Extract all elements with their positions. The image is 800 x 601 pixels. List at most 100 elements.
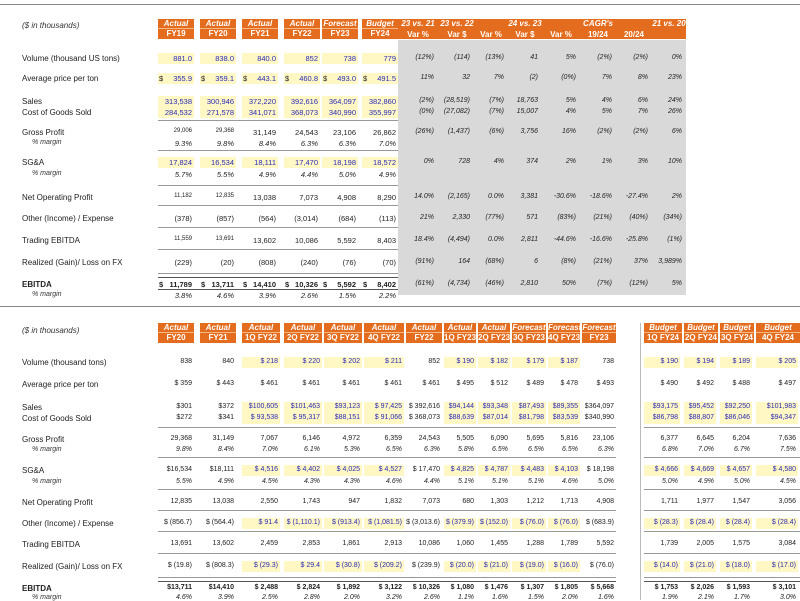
value-cell: 29,368 bbox=[170, 435, 192, 442]
value-cell: 13,711 bbox=[211, 280, 234, 289]
value-cell: 5.3% bbox=[344, 446, 360, 453]
value-cell: 4.3% bbox=[344, 478, 360, 485]
header-bottom: FY21 bbox=[200, 332, 236, 342]
input-cell-bg bbox=[444, 357, 476, 368]
variance-cell: (27,082) bbox=[443, 108, 470, 115]
header-bottom: 4Q FY24 bbox=[756, 332, 800, 342]
input-cell-bg bbox=[242, 53, 278, 64]
value-cell: $ 4,483 bbox=[520, 466, 544, 473]
value-cell: 5,592 bbox=[596, 540, 614, 547]
input-cell-bg bbox=[644, 357, 680, 368]
value-cell: 2.6% bbox=[424, 594, 440, 601]
value-cell: (3,014) bbox=[294, 214, 318, 223]
header-top: Budget bbox=[723, 323, 751, 332]
row-separator bbox=[158, 427, 616, 428]
value-cell: $ 4,787 bbox=[484, 466, 508, 473]
value-cell: $ (20.0) bbox=[449, 562, 474, 569]
total-line bbox=[158, 277, 398, 278]
header-top: Actual bbox=[289, 19, 315, 28]
variance-cell: -18.6% bbox=[589, 193, 612, 200]
header-top: Forecast bbox=[512, 323, 546, 332]
header-bottom: 4Q FY23 bbox=[548, 332, 581, 342]
value-cell: $ 1,805 bbox=[554, 584, 578, 591]
variance-cell: (68%) bbox=[485, 258, 504, 265]
budget-cell: $88,807 bbox=[688, 414, 714, 421]
variance-cell: 3,756 bbox=[520, 128, 538, 135]
var-header-top-1: 23 vs. 22 bbox=[440, 19, 474, 28]
value-cell: 8,402 bbox=[377, 280, 396, 289]
variance-cell: 3,381 bbox=[520, 193, 538, 200]
value-cell: 852 bbox=[428, 358, 440, 365]
variance-cell: (2,165) bbox=[447, 193, 470, 200]
input-cell-bg bbox=[322, 73, 358, 84]
value-cell: $ 461 bbox=[422, 380, 440, 387]
var-header-bar bbox=[398, 19, 686, 39]
budget-cell: 1,977 bbox=[696, 498, 714, 505]
var-header-bottom-4: Var % bbox=[550, 30, 572, 39]
value-cell: 838 bbox=[180, 358, 192, 365]
value-cell: $16,534 bbox=[166, 466, 192, 473]
currency-sign: $ bbox=[159, 74, 164, 83]
input-cell-bg bbox=[242, 518, 280, 529]
input-cell-bg bbox=[684, 561, 716, 572]
budget-cell: $95,452 bbox=[688, 403, 714, 410]
variance-cell: 2,811 bbox=[521, 236, 538, 243]
variance-cell: 6% bbox=[637, 97, 648, 104]
var-header-top-7: 21 vs. 20 bbox=[652, 19, 686, 28]
value-cell: $ 5,668 bbox=[590, 584, 614, 591]
input-cell-bg bbox=[548, 402, 580, 413]
value-cell: 13,691 bbox=[170, 540, 192, 547]
budget-cell: $ (28.4) bbox=[771, 519, 796, 526]
input-cell-bg bbox=[644, 465, 680, 476]
header-bottom: 3Q FY24 bbox=[720, 332, 754, 342]
currency-sign: $ bbox=[201, 280, 206, 289]
value-cell: $ (3,013.6) bbox=[406, 519, 440, 526]
header-top: Budget bbox=[764, 323, 792, 332]
value-cell: 341,071 bbox=[248, 108, 276, 117]
value-cell: 5,505 bbox=[456, 435, 474, 442]
variance-cell: 7% bbox=[601, 74, 612, 81]
value-cell: $ (19.0) bbox=[519, 562, 544, 569]
value-cell: 4,972 bbox=[342, 435, 360, 442]
header-top: Actual bbox=[411, 323, 437, 332]
row-separator bbox=[158, 205, 398, 206]
input-cell-bg bbox=[512, 561, 546, 572]
budget-cell: $ (17.0) bbox=[771, 562, 796, 569]
value-cell: 6.3% bbox=[424, 446, 440, 453]
header-bottom: FY19 bbox=[158, 28, 194, 38]
header-top: Actual bbox=[371, 323, 397, 332]
budget-header-col-2: Budget 3Q FY24 bbox=[720, 323, 754, 343]
bottom-header-col-1: Actual FY21 bbox=[200, 323, 236, 343]
value-cell: 5,592 bbox=[337, 236, 356, 245]
value-cell: 947 bbox=[348, 498, 360, 505]
value-cell: $ 4,402 bbox=[296, 466, 320, 473]
input-cell-bg bbox=[364, 518, 404, 529]
value-cell: $272 bbox=[176, 414, 192, 421]
value-cell: $ 443 bbox=[216, 380, 234, 387]
value-cell: 840 bbox=[222, 358, 234, 365]
value-cell: $ 95,317 bbox=[292, 414, 320, 421]
budget-cell: 6.8% bbox=[662, 446, 678, 453]
value-cell: 31,149 bbox=[212, 435, 234, 442]
input-cell-bg bbox=[444, 561, 476, 572]
variance-cell: (28,519) bbox=[443, 97, 470, 104]
variance-cell: (2%) bbox=[597, 54, 612, 61]
currency-sign: $ bbox=[323, 74, 328, 83]
variance-cell: (7%) bbox=[597, 280, 612, 287]
bottom-header-col-2: Actual 1Q FY22 bbox=[242, 323, 280, 343]
header-top: Actual bbox=[290, 323, 316, 332]
input-cell-bg bbox=[512, 465, 546, 476]
budget-header-col-3: Budget 4Q FY24 bbox=[756, 323, 800, 343]
value-cell: $88,639 bbox=[448, 414, 474, 421]
row-label: % margin bbox=[32, 594, 62, 601]
row-label: Sales bbox=[22, 97, 43, 106]
input-cell-bg bbox=[158, 53, 194, 64]
value-cell: 340,990 bbox=[328, 108, 356, 117]
variance-cell: 37% bbox=[633, 258, 648, 265]
input-cell-bg bbox=[478, 402, 510, 413]
budget-cell: $ (18.0) bbox=[725, 562, 750, 569]
input-cell-bg bbox=[362, 53, 398, 64]
input-cell-bg bbox=[478, 561, 510, 572]
row-label: Realized (Gain)/ Loss on FX bbox=[22, 562, 123, 571]
value-cell: $340,990 bbox=[584, 414, 614, 421]
